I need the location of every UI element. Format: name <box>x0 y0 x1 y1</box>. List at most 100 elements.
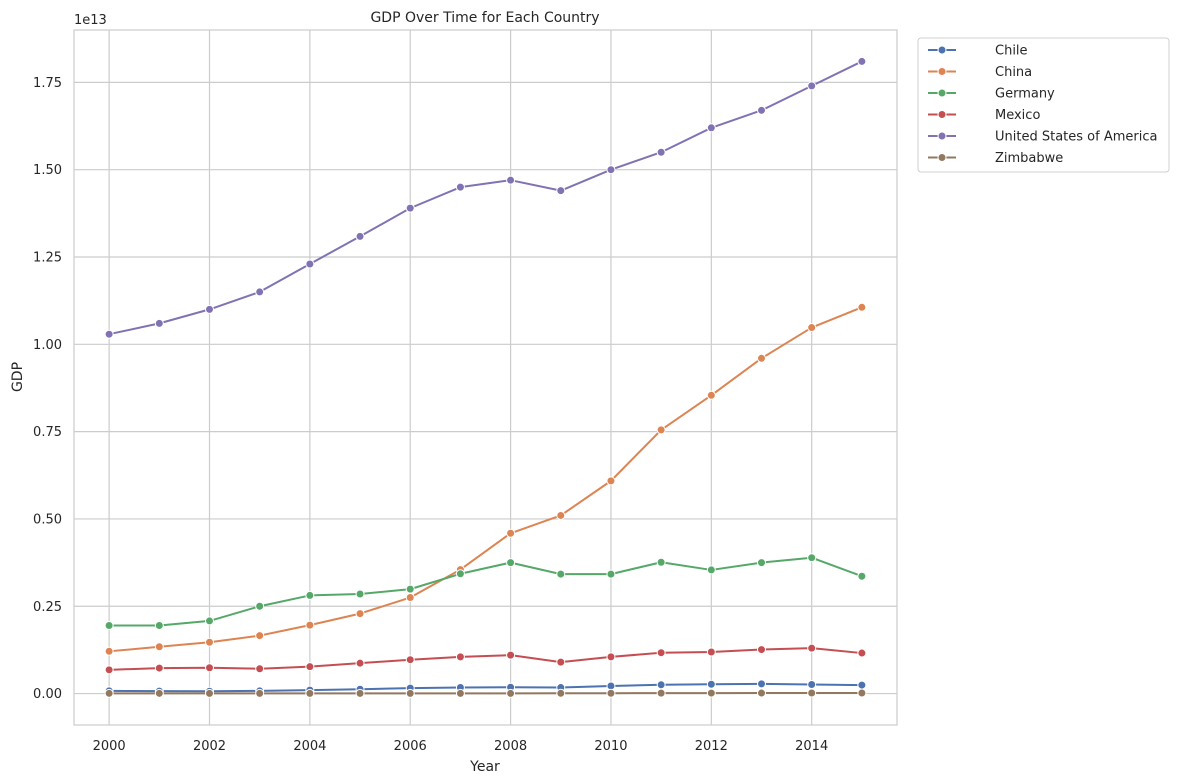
data-point <box>706 679 716 689</box>
data-point <box>104 646 114 656</box>
data-point <box>506 558 516 568</box>
plot-area <box>74 30 897 725</box>
series-layer <box>104 56 867 698</box>
data-point <box>506 650 516 660</box>
data-point <box>757 558 767 568</box>
y-tick-label: 1.00 <box>33 338 62 353</box>
legend-marker <box>937 131 947 141</box>
data-point <box>255 688 265 698</box>
data-point <box>204 663 214 673</box>
legend-item: United States of America <box>928 130 1157 145</box>
data-point <box>104 620 114 630</box>
data-point <box>355 658 365 668</box>
data-point <box>807 81 817 91</box>
data-point <box>455 182 465 192</box>
data-point <box>305 259 315 269</box>
series-line <box>109 556 863 627</box>
data-point <box>857 648 867 658</box>
legend-item: Mexico <box>928 108 1040 123</box>
legend-label: Zimbabwe <box>995 151 1063 166</box>
legend-label: Chile <box>995 44 1028 59</box>
series-china <box>104 302 867 656</box>
legend-label: Germany <box>995 87 1055 102</box>
x-tick-label: 2010 <box>594 739 627 754</box>
data-point <box>104 329 114 339</box>
data-point <box>154 663 164 673</box>
data-point <box>305 590 315 600</box>
legend-item: China <box>928 65 1032 80</box>
data-point <box>305 662 315 672</box>
x-tick-label: 2008 <box>494 739 527 754</box>
data-point <box>556 657 566 667</box>
data-point <box>656 648 666 658</box>
x-tick-label: 2002 <box>193 739 226 754</box>
data-point <box>757 688 767 698</box>
data-point <box>355 589 365 599</box>
data-point <box>556 186 566 196</box>
series-united-states-of-america <box>104 56 867 339</box>
series-germany <box>104 553 867 630</box>
data-point <box>255 631 265 641</box>
y-tick-label: 1.75 <box>33 76 62 91</box>
data-point <box>556 688 566 698</box>
series-line <box>109 306 863 653</box>
data-point <box>154 318 164 328</box>
legend-item: Chile <box>928 44 1028 59</box>
data-point <box>706 647 716 657</box>
data-point <box>606 569 616 579</box>
data-point <box>204 637 214 647</box>
data-point <box>204 304 214 314</box>
series-zimbabwe <box>104 688 867 698</box>
data-point <box>405 584 415 594</box>
chart-title: GDP Over Time for Each Country <box>370 10 599 26</box>
y-tick-label: 0.25 <box>33 600 62 615</box>
legend-label: China <box>995 65 1032 80</box>
data-point <box>757 679 767 689</box>
y-tick-label: 1.25 <box>33 251 62 266</box>
legend-item: Germany <box>928 87 1055 102</box>
x-tick-label: 2006 <box>394 739 427 754</box>
series-line <box>109 647 862 671</box>
data-point <box>857 302 867 312</box>
data-point <box>355 609 365 619</box>
data-point <box>305 688 315 698</box>
legend-items: Chile China Germany Mexico United States of … <box>928 44 1157 166</box>
data-point <box>255 664 265 674</box>
data-point <box>405 593 415 603</box>
data-point <box>807 688 817 698</box>
data-point <box>355 231 365 241</box>
data-point <box>857 56 867 66</box>
data-point <box>656 425 666 435</box>
data-point <box>757 353 767 363</box>
data-point <box>757 105 767 115</box>
legend-label: United States of America <box>995 130 1157 145</box>
data-point <box>255 287 265 297</box>
legend-marker <box>937 153 947 162</box>
series-mexico <box>104 643 867 675</box>
data-point <box>706 390 716 400</box>
data-point <box>807 323 817 333</box>
data-point <box>154 642 164 652</box>
x-tick-label: 2012 <box>695 739 728 754</box>
plot-frame <box>73 29 898 726</box>
data-point <box>656 147 666 157</box>
data-point <box>757 645 767 655</box>
data-point <box>506 688 516 698</box>
data-point <box>405 688 415 698</box>
x-tick-label: 2004 <box>293 739 326 754</box>
data-point <box>556 569 566 579</box>
data-point <box>807 553 817 563</box>
legend-marker <box>937 67 947 76</box>
data-point <box>455 569 465 579</box>
data-point <box>706 688 716 698</box>
y-tick-label: 1.50 <box>33 163 62 178</box>
legend: Chile China Germany Mexico United States of … <box>917 37 1170 173</box>
data-point <box>405 655 415 665</box>
legend-marker <box>937 110 947 119</box>
data-point <box>154 620 164 630</box>
legend-item: Zimbabwe <box>928 151 1063 166</box>
data-point <box>455 688 465 698</box>
y-tick-label: 0.75 <box>33 425 62 440</box>
data-point <box>204 688 214 698</box>
